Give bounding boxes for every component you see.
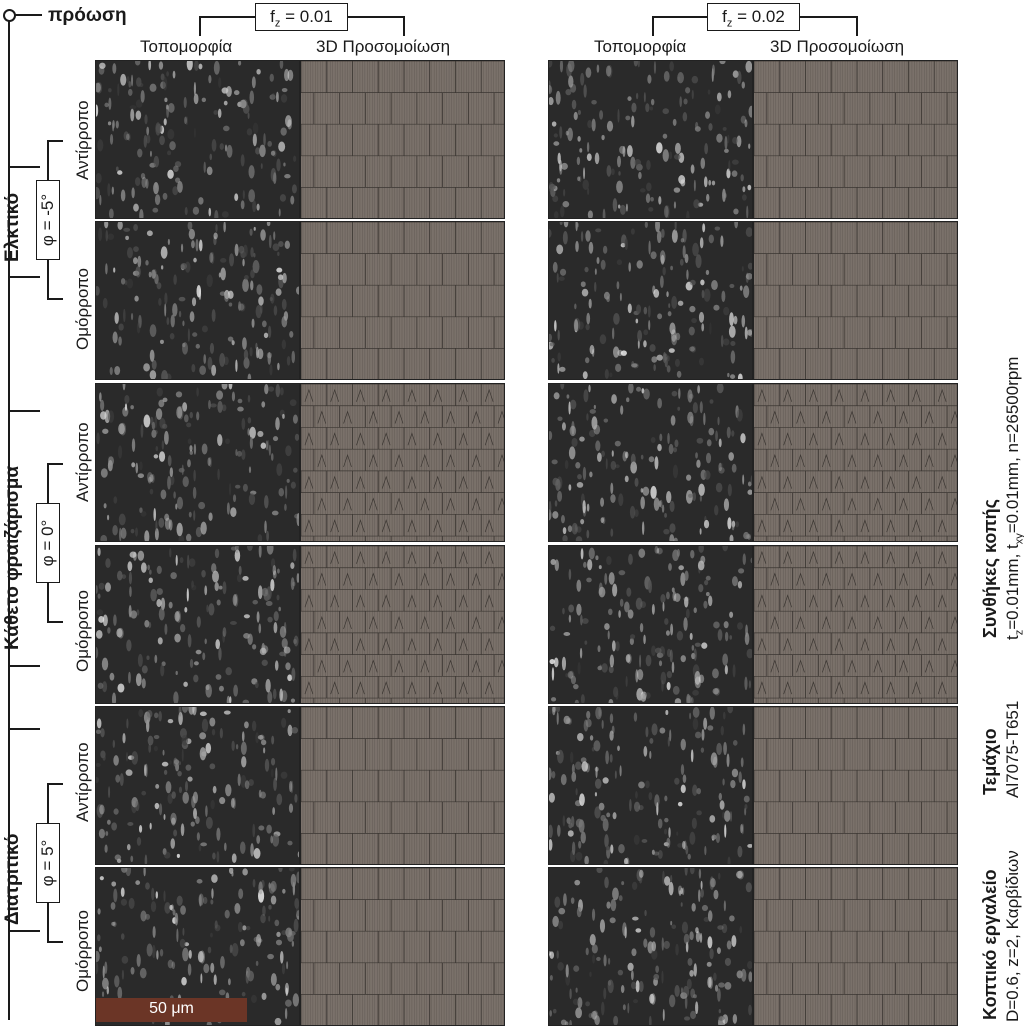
simulation-image — [300, 545, 505, 704]
topography-image — [95, 706, 300, 865]
simulation-image — [753, 867, 958, 1026]
cutting-conditions-line: tz=0.01mm, txy=0.01mm, n=26500rpm — [1003, 356, 1024, 640]
topography-image — [548, 383, 753, 542]
topography-image — [548, 545, 753, 704]
feed-arrow-line — [14, 14, 42, 16]
group-label: Διατριτικό — [2, 833, 23, 925]
fz-box: fz = 0.02 — [707, 3, 800, 31]
workpiece-title: Τεμάχιο — [980, 728, 1000, 795]
workpiece-line: Al7075-T651 — [1003, 700, 1022, 798]
group-label: Ελκτικό — [2, 192, 23, 262]
topography-heading: Τοπομορφία — [140, 37, 233, 56]
group-label: Κάθετο φραιζάρισμα — [2, 465, 23, 650]
topography-image — [548, 706, 753, 865]
row-label: Αντίρροπο — [73, 100, 92, 180]
simulation-image — [753, 221, 958, 380]
fz-box: fz = 0.01 — [255, 3, 348, 31]
simulation-heading: 3D Προσομοίωση — [316, 37, 451, 56]
phi-box: φ = 5° — [36, 823, 60, 903]
simulation-heading: 3D Προσομοίωση — [770, 37, 905, 56]
left-axis-line — [8, 20, 10, 1020]
topography-image — [95, 545, 300, 704]
row-label: Ομόρροπο — [73, 910, 92, 992]
cutting-tool-line: D=0.6, z=2, Καρβίδιων — [1003, 850, 1022, 1022]
topography-image — [95, 383, 300, 542]
row-label: Αντίρροπο — [73, 742, 92, 822]
topography-image — [95, 221, 300, 380]
simulation-image — [300, 706, 505, 865]
topography-image — [548, 867, 753, 1026]
topography-image — [95, 60, 300, 219]
topography-image — [548, 221, 753, 380]
simulation-image — [300, 383, 505, 542]
simulation-image — [300, 221, 505, 380]
cutting-tool-title: Κοπτικό εργαλείο — [980, 869, 1000, 1020]
row-label: Ομόρροπο — [73, 268, 92, 350]
row-label: Ομόρροπο — [73, 590, 92, 672]
simulation-image — [753, 383, 958, 542]
scale-bar-label: 50 μm — [149, 1000, 194, 1017]
simulation-image — [300, 60, 505, 219]
topography-heading: Τοπομορφία — [594, 37, 687, 56]
row-label: Αντίρροπο — [73, 422, 92, 502]
simulation-image — [753, 706, 958, 865]
simulation-image — [753, 60, 958, 219]
phi-box: φ = 0° — [36, 503, 60, 583]
topography-image — [548, 60, 753, 219]
phi-box: φ = -5° — [36, 180, 60, 260]
simulation-image — [300, 867, 505, 1026]
feed-label: πρόωση — [48, 5, 127, 26]
cutting-conditions-title: Συνθήκες κοπής — [980, 498, 1000, 638]
scale-bar — [96, 998, 247, 1022]
simulation-image — [753, 545, 958, 704]
